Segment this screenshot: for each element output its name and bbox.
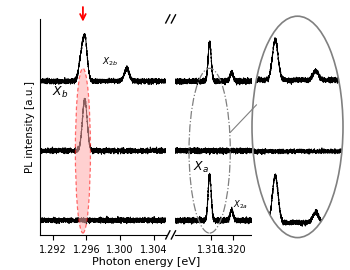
Text: $X_b$: $X_b$ xyxy=(52,85,68,100)
Text: $X_{2b}$: $X_{2b}$ xyxy=(102,56,118,68)
Text: E$_a$ & E$_b$
excited: E$_a$ & E$_b$ excited xyxy=(255,57,287,80)
Text: Photon energy [eV]: Photon energy [eV] xyxy=(92,257,200,267)
Y-axis label: PL intensity [a.u.]: PL intensity [a.u.] xyxy=(25,81,35,173)
Ellipse shape xyxy=(75,68,91,233)
Text: E$_a$ excited: E$_a$ excited xyxy=(255,207,299,219)
Text: $X_a$: $X_a$ xyxy=(193,160,209,175)
Text: E$_b$ excited: E$_b$ excited xyxy=(255,137,299,150)
Text: $X_{2a}$: $X_{2a}$ xyxy=(233,198,248,211)
